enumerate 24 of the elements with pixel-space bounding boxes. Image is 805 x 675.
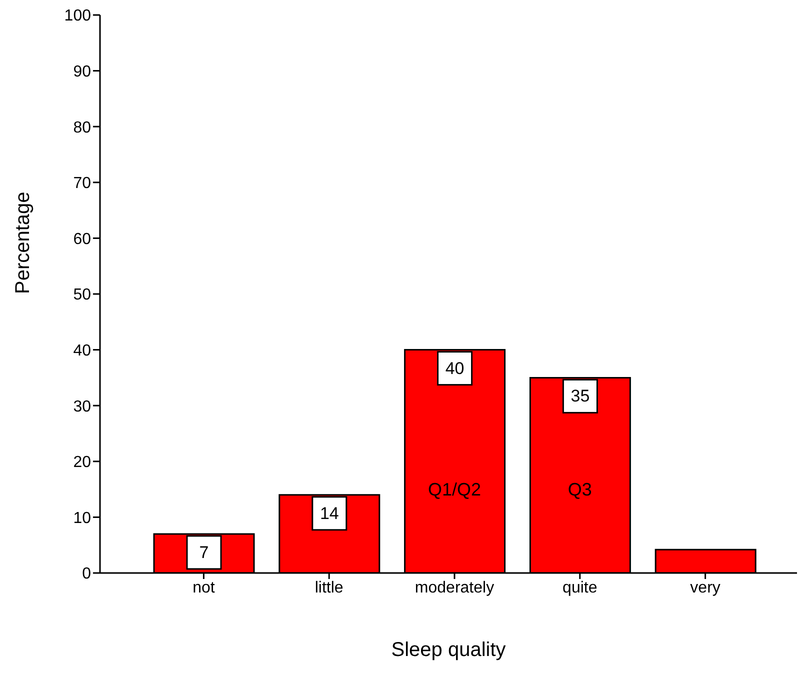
y-tick-label: 70 [73, 175, 92, 192]
x-tick-label: quite [562, 579, 598, 596]
data-label: 35 [570, 386, 590, 406]
y-tick-label: 90 [73, 63, 92, 80]
y-tick-label: 100 [64, 8, 92, 25]
y-tick-label: 0 [82, 566, 92, 583]
annotation: Q1/Q2 [428, 480, 482, 500]
x-tick-label: very [690, 579, 720, 596]
y-tick-label: 80 [73, 119, 92, 136]
y-tick-label: 30 [73, 398, 92, 416]
data-label: 7 [199, 542, 209, 562]
y-tick-label: 10 [73, 510, 92, 527]
x-tick-label: little [314, 579, 344, 596]
x-tick-label: moderately [414, 579, 494, 596]
x-axis-title: Sleep quality [391, 639, 506, 661]
y-axis-title: Percentage [12, 192, 34, 294]
data-label: 40 [445, 358, 464, 378]
data-label: 14 [320, 504, 339, 523]
y-tick-label: 50 [73, 286, 92, 304]
annotation: Q3 [568, 480, 592, 500]
x-tick-label: not [192, 579, 216, 596]
y-tick-label: 40 [73, 342, 92, 360]
y-tick-label: 20 [73, 454, 92, 472]
y-tick-label: 60 [73, 230, 92, 248]
